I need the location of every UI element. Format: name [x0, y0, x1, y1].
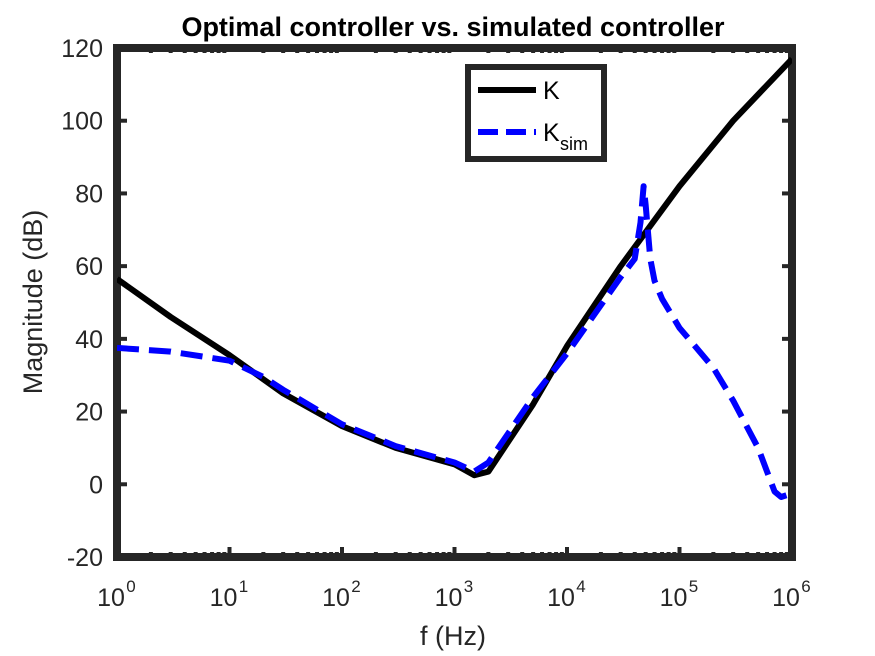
x-tick-exponent: 5: [689, 577, 698, 596]
plot-area: [113, 44, 796, 561]
x-tick-label: 10: [435, 584, 463, 612]
y-tick-label: 0: [89, 471, 103, 499]
y-tick-label: 100: [61, 108, 103, 136]
y-tick-label: 80: [75, 180, 103, 208]
y-tick-label: 120: [61, 35, 103, 63]
x-minor-ticks: [148, 48, 789, 557]
series-line-k: [117, 56, 792, 479]
x-tick-label: 10: [772, 584, 800, 612]
x-tick-label: 10: [97, 584, 125, 612]
legend-label-subscript: sim: [560, 134, 588, 154]
x-tick-exponent: 4: [576, 577, 585, 596]
x-tick-exponent: 3: [464, 577, 473, 596]
x-tick-exponent: 6: [801, 577, 810, 596]
chart-title: Optimal controller vs. simulated control…: [181, 12, 725, 42]
x-tick-exponent: 0: [126, 577, 135, 596]
x-tick-label: 10: [322, 584, 350, 612]
x-tick-exponent: 1: [239, 577, 248, 596]
x-axis-ticks: 10 0 10 1 10 2 10 3 10 4 10 5 10 6: [97, 547, 811, 612]
x-tick-label: 10: [547, 584, 575, 612]
axes-frame: [113, 44, 796, 561]
y-tick-label: 20: [75, 399, 103, 427]
legend-box: [465, 64, 607, 162]
y-tick-label: 60: [75, 253, 103, 281]
y-tick-label: 40: [75, 326, 103, 354]
y-tick-label: -20: [67, 544, 103, 572]
series-line-ksim: [117, 183, 792, 500]
y-axis-ticks: -20 0 20 40 60 80 100 120: [61, 35, 792, 572]
legend-label: K: [543, 119, 560, 147]
x-axis-label: f (Hz): [420, 621, 486, 651]
x-tick-exponent: 2: [351, 577, 360, 596]
x-tick-label: 10: [660, 584, 688, 612]
legend-label: K: [543, 77, 560, 105]
x-tick-label: 10: [210, 584, 238, 612]
legend: KK sim: [465, 64, 607, 162]
y-axis-label: Magnitude (dB): [18, 210, 48, 395]
